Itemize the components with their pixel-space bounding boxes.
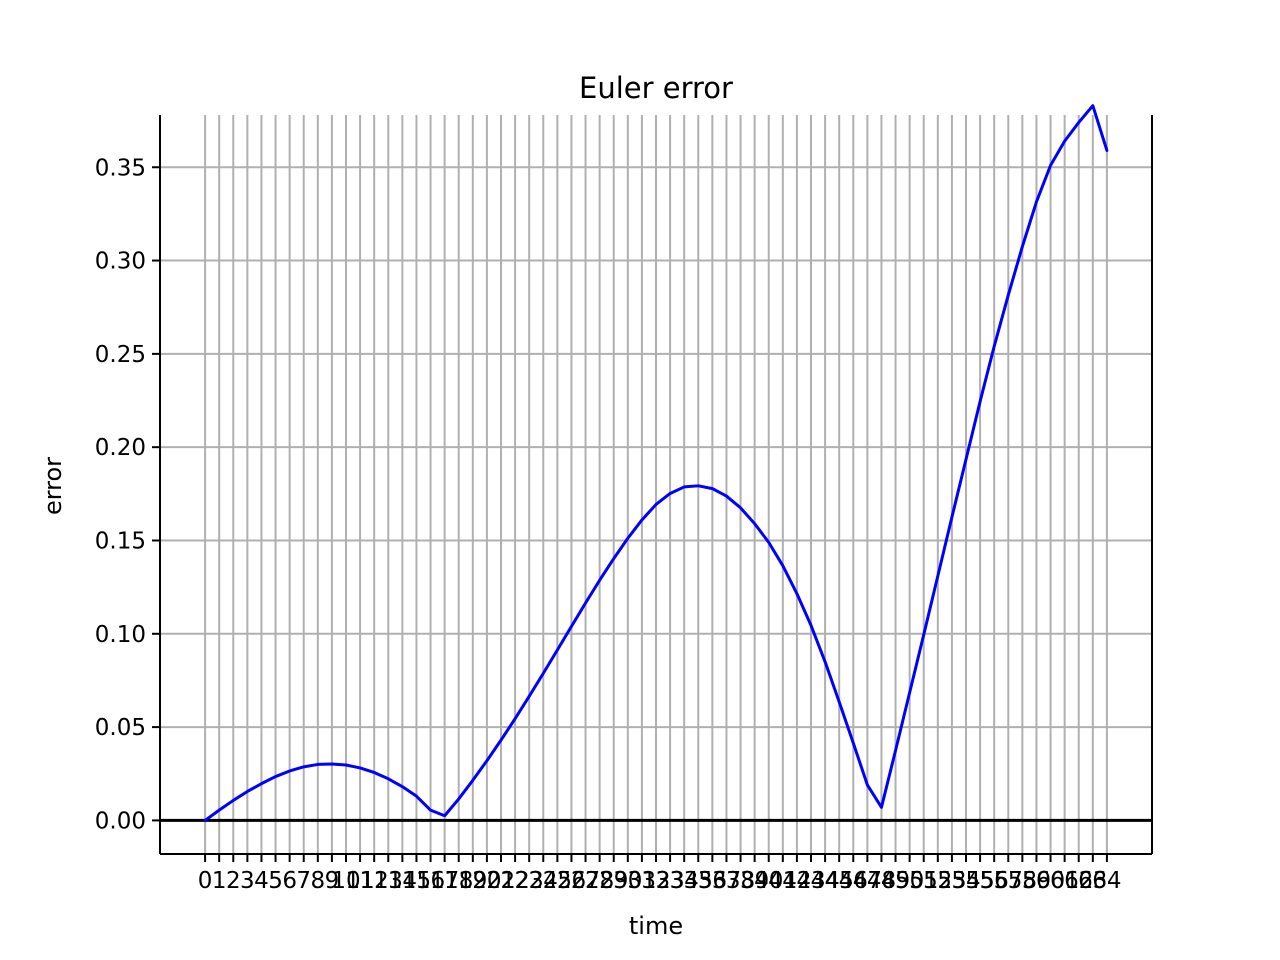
x-tick-label: 32: [641, 868, 670, 894]
x-tick-label: 28: [585, 868, 614, 894]
x-axis-label: time: [629, 912, 683, 940]
x-tick-label: 57: [994, 868, 1023, 894]
x-tick-label: 25: [543, 868, 572, 894]
x-tick-label: 46: [839, 868, 868, 894]
y-tick-label: 0.15: [95, 528, 146, 554]
x-tick-label: 48: [867, 868, 896, 894]
x-tick-label: 58: [1008, 868, 1037, 894]
x-tick-label: 59: [1022, 868, 1051, 894]
x-tick-label: 14: [388, 868, 417, 894]
x-tick-label: 45: [825, 868, 854, 894]
x-tick-label: 51: [909, 868, 938, 894]
x-tick-label: 61: [1050, 868, 1079, 894]
x-tick-label: 16: [416, 868, 445, 894]
chart-title: Euler error: [579, 71, 733, 105]
x-tick-label: 56: [980, 868, 1009, 894]
x-tick-label: 1: [212, 868, 227, 894]
x-tick-label: 3: [240, 868, 255, 894]
x-tick-label: 29: [599, 868, 628, 894]
y-tick-label: 0.30: [95, 249, 146, 275]
y-tick-label: 0.00: [95, 808, 146, 834]
x-tick-label: 15: [402, 868, 431, 894]
y-tick-label: 0.35: [95, 155, 146, 181]
x-tick-label: 42: [782, 868, 811, 894]
y-axis-ticks: 0.00 0.05 0.10 0.15 0.20 0.25 0.30 0.35: [95, 155, 160, 834]
x-tick-label: 34: [670, 868, 699, 894]
x-tick-label: 30: [613, 868, 642, 894]
x-tick-label: 50: [895, 868, 924, 894]
x-tick-label: 5: [268, 868, 283, 894]
x-tick-label: 54: [951, 868, 980, 894]
x-tick-label: 0: [198, 868, 213, 894]
x-tick-label: 21: [486, 868, 515, 894]
x-tick-label: 7: [296, 868, 311, 894]
x-tick-label: 24: [529, 868, 558, 894]
x-tick-label: 20: [472, 868, 501, 894]
x-tick-label: 27: [571, 868, 600, 894]
x-tick-label: 63: [1078, 868, 1107, 894]
x-tick-label: 4: [254, 868, 269, 894]
x-tick-label: 47: [853, 868, 882, 894]
x-axis-ticks: 0 1 2 3 4 5 6 7 8 9101112131415161718192021222324…: [198, 854, 1122, 894]
y-tick-label: 0.25: [95, 342, 146, 368]
x-tick-label: 35: [684, 868, 713, 894]
x-grid: [204, 115, 1108, 854]
y-tick-label: 0.05: [95, 715, 146, 741]
x-tick-label: 37: [712, 868, 741, 894]
x-tick-label: 38: [726, 868, 755, 894]
x-tick-label: 53: [937, 868, 966, 894]
x-tick-label: 31: [627, 868, 656, 894]
x-tick-label: 11: [345, 868, 374, 894]
x-tick-label: 10: [331, 868, 360, 894]
x-tick-label: 64: [1092, 868, 1121, 894]
y-tick-label: 0.20: [95, 435, 146, 461]
x-tick-label: 33: [655, 868, 684, 894]
x-tick-label: 60: [1036, 868, 1065, 894]
x-tick-label: 23: [515, 868, 544, 894]
x-tick-label: 62: [1064, 868, 1093, 894]
x-tick-label: 12: [360, 868, 389, 894]
x-tick-label: 41: [768, 868, 797, 894]
x-tick-label: 22: [500, 868, 529, 894]
x-tick-label: 19: [458, 868, 487, 894]
x-tick-label: 8: [310, 868, 325, 894]
x-tick-label: 49: [881, 868, 910, 894]
y-axis-label: error: [39, 457, 67, 515]
x-tick-label: 36: [698, 868, 727, 894]
x-tick-label: 13: [374, 868, 403, 894]
series-line: [203, 104, 1109, 822]
x-tick-label: 17: [430, 868, 459, 894]
x-tick-label: 44: [810, 868, 839, 894]
x-tick-label: 43: [796, 868, 825, 894]
y-tick-label: 0.10: [95, 622, 146, 648]
x-tick-label: 52: [923, 868, 952, 894]
x-tick-label: 26: [557, 868, 586, 894]
x-tick-label: 2: [226, 868, 241, 894]
x-tick-label: 6: [282, 868, 297, 894]
x-tick-label: 39: [740, 868, 769, 894]
x-tick-label: 18: [444, 868, 473, 894]
x-tick-label: 55: [965, 868, 994, 894]
x-tick-label: 40: [754, 868, 783, 894]
x-tick-label: 9: [325, 868, 340, 894]
